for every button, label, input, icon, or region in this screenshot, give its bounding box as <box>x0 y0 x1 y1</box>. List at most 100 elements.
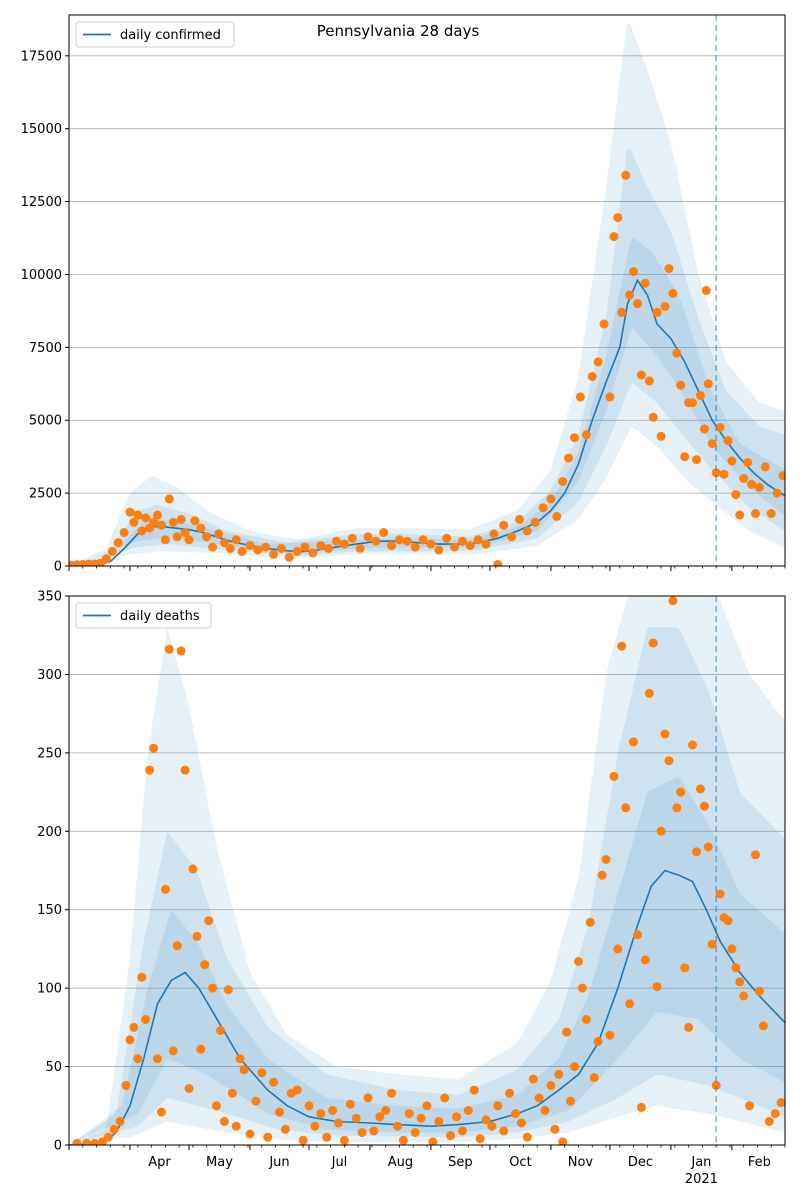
observation-point <box>202 532 212 542</box>
observation-point <box>465 541 475 551</box>
y-tick-label: 0 <box>54 560 62 575</box>
observation-point <box>636 370 646 380</box>
observation-point <box>701 286 711 295</box>
observation-point <box>735 977 745 987</box>
observation-point <box>402 536 412 546</box>
observation-point <box>522 1132 532 1142</box>
observation-point <box>688 740 697 750</box>
y-tick-label: 5000 <box>29 414 62 429</box>
confirmed-panel: 0 2500 5000 7500 10000 12500 15000 17500 daily c… <box>21 14 786 575</box>
x-month-label: May <box>206 1155 233 1170</box>
x-month-label: Apr <box>148 1155 171 1170</box>
observation-point <box>363 1093 373 1103</box>
observation-point <box>597 870 607 880</box>
observation-point <box>109 1124 119 1134</box>
observation-point <box>269 549 279 559</box>
observation-point <box>332 536 341 546</box>
observation-point <box>216 1026 225 1035</box>
observation-point <box>617 641 627 651</box>
observation-point <box>214 529 223 539</box>
observation-point <box>90 1138 100 1145</box>
observation-point <box>176 646 186 656</box>
x-month-label: Aug <box>388 1155 413 1170</box>
observation-point <box>621 170 631 180</box>
observation-point <box>676 380 686 390</box>
y-tick-label: 150 <box>37 903 62 918</box>
observation-point <box>475 1134 485 1144</box>
observation-point <box>493 1101 503 1111</box>
observation-point <box>664 756 674 766</box>
observation-point <box>652 307 662 317</box>
x-month-label: Jun <box>268 1155 289 1170</box>
observation-point <box>351 1113 361 1123</box>
observation-point <box>387 1088 397 1098</box>
observation-point <box>621 803 631 813</box>
observation-point <box>322 1132 332 1142</box>
observation-point <box>410 1128 420 1137</box>
observation-point <box>715 423 725 432</box>
observation-point <box>585 917 595 927</box>
observation-point <box>676 787 686 797</box>
observation-point <box>699 801 709 811</box>
observation-point <box>347 533 357 543</box>
observation-point <box>125 507 135 517</box>
observation-point <box>540 1106 550 1115</box>
observation-point <box>760 462 770 472</box>
observation-point <box>530 517 540 527</box>
observation-point <box>292 1085 302 1095</box>
observation-point <box>416 1113 426 1123</box>
observation-point <box>636 1102 646 1112</box>
observation-point <box>546 1080 556 1090</box>
observation-point <box>379 528 389 537</box>
observation-point <box>292 546 302 556</box>
observation-point <box>587 372 597 381</box>
observation-point <box>280 1124 290 1134</box>
observation-point <box>688 398 697 408</box>
observation-point <box>481 539 491 549</box>
observation-point <box>589 1073 599 1083</box>
observation-point <box>593 357 603 367</box>
observation-point <box>473 535 483 545</box>
observation-point <box>711 468 721 478</box>
observation-point <box>334 1118 343 1128</box>
plot-area <box>69 23 785 566</box>
observation-point <box>316 1109 326 1119</box>
y-tick-label: 100 <box>37 982 62 997</box>
observation-point <box>275 1107 284 1117</box>
observation-point <box>703 842 713 852</box>
observation-point <box>505 1088 515 1098</box>
observation-point <box>381 1106 391 1115</box>
observation-point <box>363 532 373 542</box>
observation-point <box>168 1046 178 1056</box>
observation-point <box>739 991 749 1001</box>
uncertainty-band-outer <box>69 596 785 1145</box>
observation-point <box>546 494 556 504</box>
observation-point <box>601 855 611 864</box>
observation-point <box>324 544 334 553</box>
observation-point <box>633 299 642 309</box>
observation-point <box>684 1022 694 1032</box>
y-tick-label: 350 <box>37 590 62 605</box>
observation-point <box>644 376 654 386</box>
x-month-label: Oct <box>509 1155 531 1170</box>
observation-point <box>160 535 170 545</box>
observation-point <box>149 743 159 753</box>
plot-area <box>69 596 785 1145</box>
observation-point <box>196 523 206 533</box>
observation-point <box>558 477 568 486</box>
observation-point <box>629 267 638 277</box>
observation-point <box>129 1022 139 1032</box>
observation-point <box>723 916 733 926</box>
observation-point <box>605 392 615 402</box>
observation-point <box>660 302 670 311</box>
observation-point <box>141 513 151 523</box>
observation-point <box>339 539 349 549</box>
observation-point <box>695 784 705 794</box>
observation-point <box>550 1124 560 1134</box>
observation-point <box>625 999 635 1009</box>
observation-point <box>261 542 271 552</box>
observation-point <box>672 348 682 358</box>
observation-point <box>754 482 764 492</box>
observation-point <box>129 517 139 527</box>
observation-point <box>640 278 650 288</box>
